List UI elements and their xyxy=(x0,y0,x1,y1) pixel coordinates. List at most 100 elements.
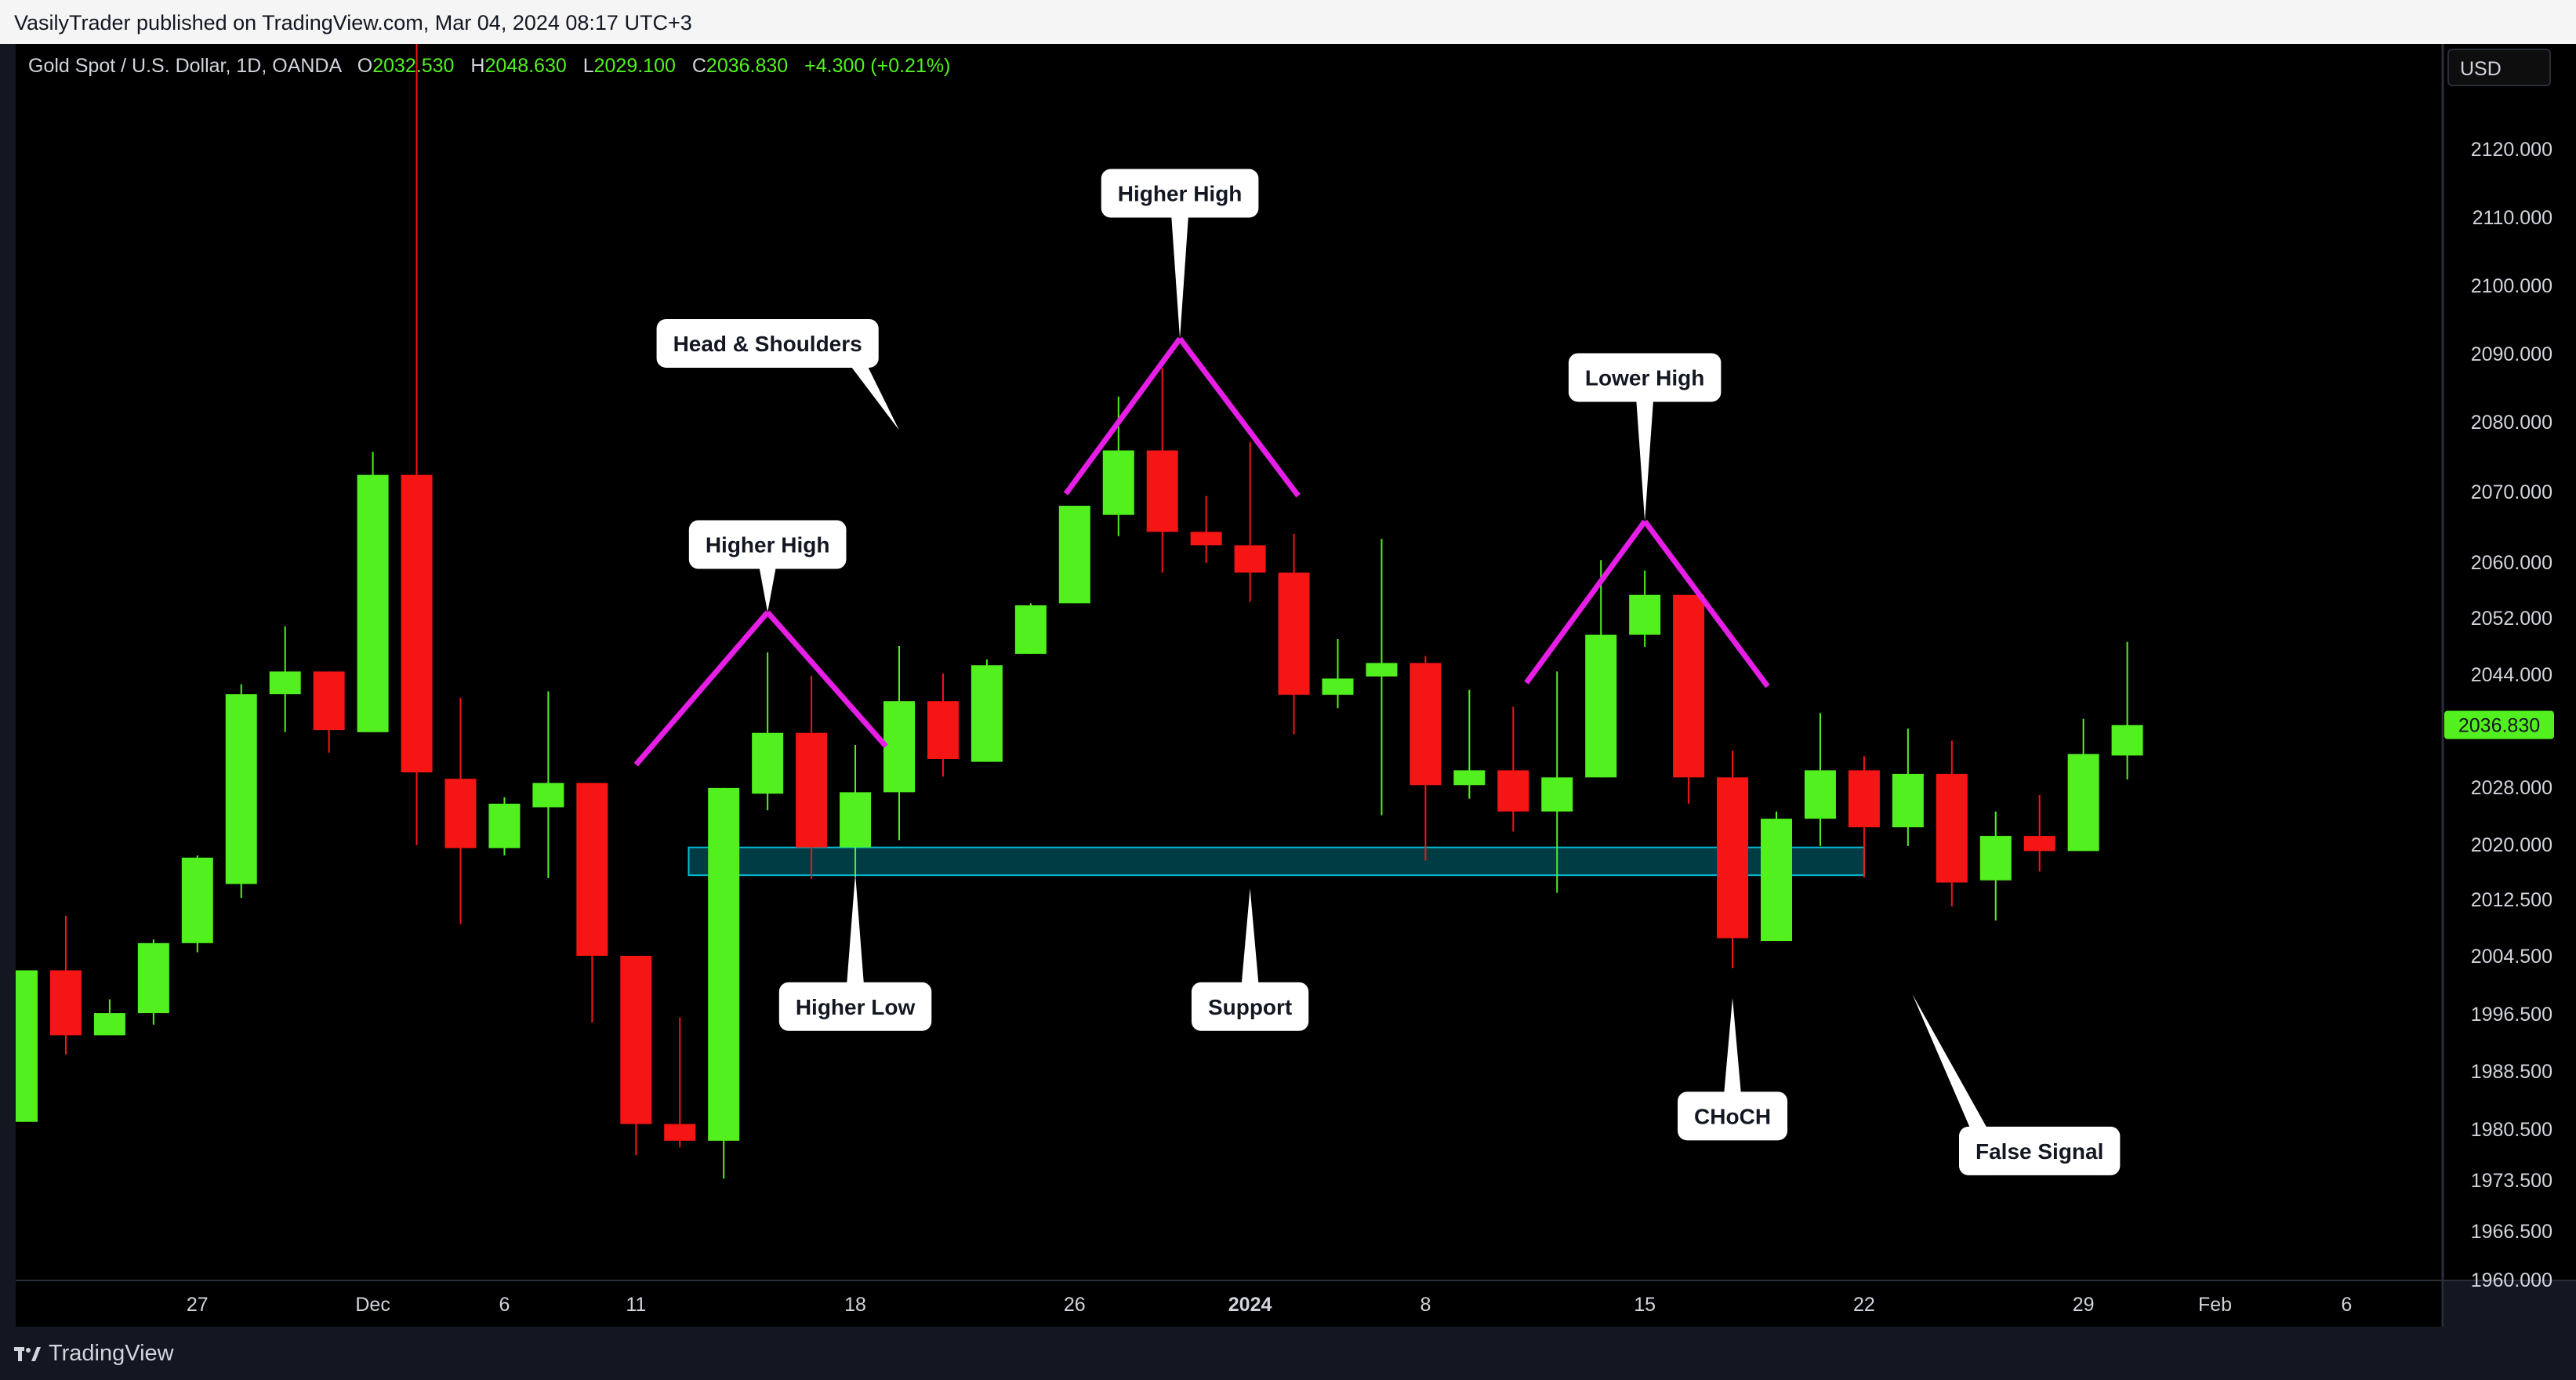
candle-body xyxy=(1014,605,1047,654)
annotation-pointer xyxy=(1241,888,1259,986)
candle-30 xyxy=(1322,639,1354,709)
candle-38 xyxy=(1673,594,1705,804)
annotation-pointer xyxy=(759,565,777,612)
price-axis-label: 1980.500 xyxy=(2471,1119,2552,1141)
candle-26 xyxy=(1146,368,1178,573)
time-axis-label: 18 xyxy=(844,1294,866,1316)
candle-body xyxy=(1410,663,1442,786)
pattern-line-0 xyxy=(633,610,770,767)
time-axis-label: 6 xyxy=(499,1294,510,1316)
time-axis-label: 15 xyxy=(1634,1294,1656,1316)
candle-1 xyxy=(49,915,82,1055)
candle-body xyxy=(1936,773,1968,883)
price-axis-label: 2028.000 xyxy=(2471,777,2552,799)
time-axis-label: 6 xyxy=(2341,1294,2352,1316)
candle-body xyxy=(93,1013,125,1036)
candle-27 xyxy=(1190,496,1222,563)
candle-6 xyxy=(269,626,301,732)
candle-31 xyxy=(1366,539,1398,815)
candle-body xyxy=(1979,836,2012,881)
candle-40 xyxy=(1761,812,1792,942)
candle-47 xyxy=(2067,718,2099,852)
candle-24 xyxy=(1058,506,1090,604)
candle-3 xyxy=(137,939,169,1025)
candle-body xyxy=(357,474,389,732)
candle-14 xyxy=(620,956,652,1156)
price-axis-label: 2080.000 xyxy=(2471,412,2552,434)
annotation-6: CHoCH xyxy=(1678,997,1788,1141)
price-axis-label: 2090.000 xyxy=(2471,343,2552,365)
candle-5 xyxy=(225,684,257,899)
price-axis-label: 2060.000 xyxy=(2471,552,2552,574)
candle-body xyxy=(137,942,169,1014)
close-label: C xyxy=(691,55,706,77)
candle-17 xyxy=(752,652,784,811)
annotation-pointer xyxy=(849,364,899,430)
candle-46 xyxy=(2023,795,2055,872)
symbol-name: Gold Spot / U.S. Dollar, 1D, OANDA xyxy=(28,55,341,77)
pattern-line-4 xyxy=(1524,519,1647,685)
price-axis-label: 1973.500 xyxy=(2471,1170,2552,1192)
candle-20 xyxy=(883,646,915,841)
candle-body xyxy=(1673,594,1705,778)
candle-body xyxy=(49,970,82,1036)
annotation-4: Higher Low xyxy=(778,873,932,1031)
candle-body xyxy=(708,787,740,1141)
pattern-line-2 xyxy=(1063,336,1182,496)
annotation-box xyxy=(1191,982,1309,1031)
candle-12 xyxy=(532,691,564,878)
candle-29 xyxy=(1278,534,1310,735)
candle-15 xyxy=(664,1017,696,1148)
candle-43 xyxy=(1892,728,1924,846)
candle-19 xyxy=(840,745,872,877)
time-axis-label: 2024 xyxy=(1228,1294,1272,1316)
annotation-1: Higher High xyxy=(688,520,847,612)
annotation-2: Higher High xyxy=(1101,169,1259,339)
candle-21 xyxy=(927,674,959,777)
candle-11 xyxy=(488,797,521,855)
price-axis-label: 2100.000 xyxy=(2471,275,2552,297)
annotation-3: Lower High xyxy=(1568,353,1722,521)
candle-body xyxy=(1058,506,1090,604)
candle-body xyxy=(971,665,1003,762)
candle-body xyxy=(1585,634,1617,778)
candle-body xyxy=(16,970,38,1122)
candle-body xyxy=(2023,836,2055,852)
open-label: O xyxy=(357,55,373,77)
time-axis-label: Dec xyxy=(355,1294,390,1316)
close-value: 2036.830 xyxy=(706,55,789,77)
candle-4 xyxy=(181,855,213,953)
candle-body xyxy=(181,857,213,943)
time-axis-label: 11 xyxy=(626,1294,646,1316)
price-axis-label: 1966.500 xyxy=(2471,1221,2552,1243)
annotation-box xyxy=(1101,169,1259,218)
candle-34 xyxy=(1497,706,1529,832)
currency-selector[interactable]: USD xyxy=(2447,49,2551,86)
candle-body xyxy=(225,694,257,884)
annotation-label: Head & Shoulders xyxy=(673,332,862,356)
candle-body xyxy=(1541,777,1573,812)
candle-body xyxy=(927,701,959,759)
candle-41 xyxy=(1804,713,1836,846)
candle-body xyxy=(1322,678,1354,695)
last-price-tag xyxy=(2444,710,2554,739)
annotation-box xyxy=(1678,1091,1788,1141)
annotation-7: False Signal xyxy=(1912,994,2121,1175)
annotation-pointer xyxy=(1912,994,1988,1130)
footer-bar xyxy=(0,1330,2576,1380)
candle-23 xyxy=(1014,603,1047,654)
candle-16 xyxy=(708,787,740,1179)
annotation-pointer xyxy=(1724,997,1742,1095)
candle-39 xyxy=(1717,750,1749,968)
candle-32 xyxy=(1410,656,1442,861)
price-axis-label: 2052.000 xyxy=(2471,608,2552,630)
candle-2 xyxy=(93,999,125,1036)
candle-body xyxy=(1717,777,1749,939)
symbol-legend: Gold Spot / U.S. Dollar, 1D, OANDA O2032… xyxy=(28,55,950,78)
pattern-line-5 xyxy=(1642,519,1770,688)
price-axis-label: 1996.500 xyxy=(2471,1004,2552,1026)
tradingview-brand[interactable]: TradingView xyxy=(14,1341,174,1367)
candle-9 xyxy=(401,44,433,845)
annotation-box xyxy=(656,318,879,368)
